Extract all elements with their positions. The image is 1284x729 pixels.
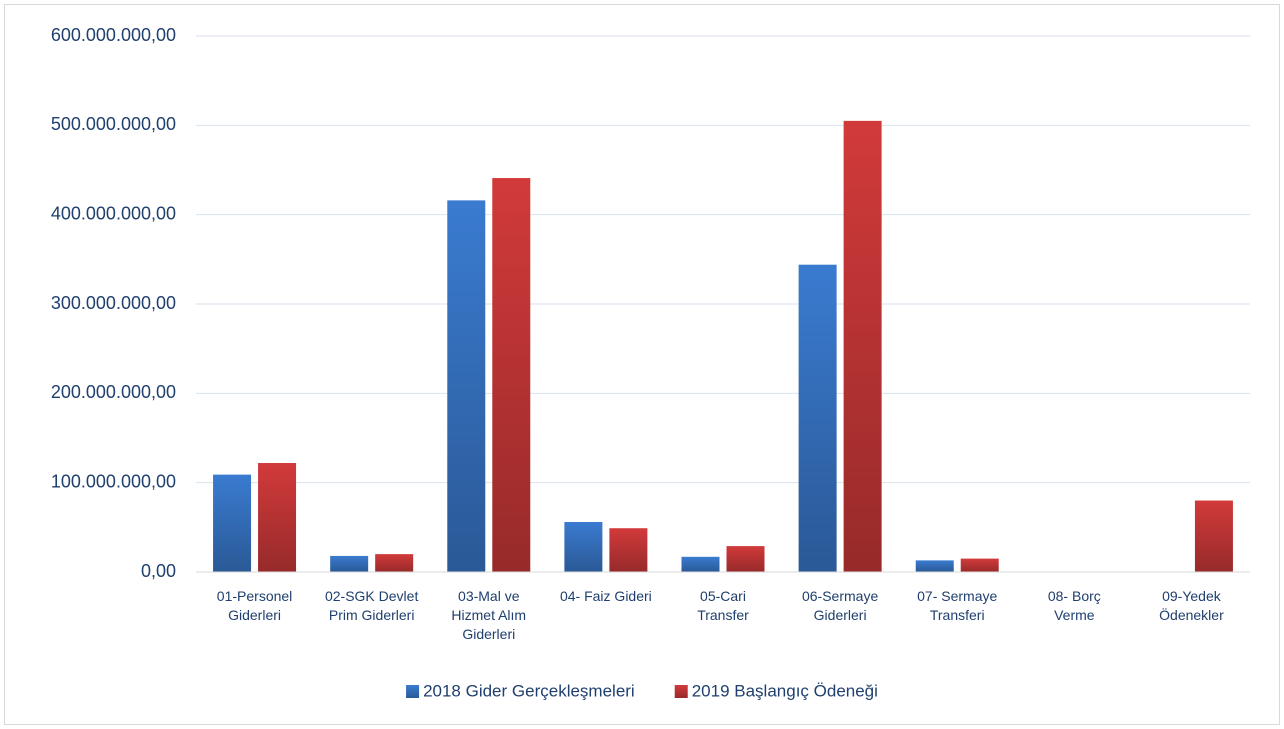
bar — [213, 474, 252, 572]
y-tick-label: 200.000.000,00 — [51, 382, 176, 402]
bar — [492, 178, 531, 573]
chart-border — [4, 4, 1280, 725]
bar — [726, 546, 765, 572]
bar — [609, 528, 648, 572]
x-tick-label: 04- Faiz Gideri — [560, 588, 652, 604]
y-tick-label: 400.000.000,00 — [51, 203, 176, 223]
x-tick-label: 05-Cari Transfer — [697, 588, 749, 623]
legend-label: 2019 Başlangıç Ödeneği — [692, 681, 878, 700]
legend-label: 2018 Gider Gerçekleşmeleri — [423, 681, 635, 700]
x-tick-label: 08- Borç Verme — [1048, 588, 1101, 623]
y-tick-label: 0,00 — [141, 561, 176, 581]
bar — [330, 555, 369, 572]
bar — [258, 463, 297, 572]
legend-swatch — [674, 685, 688, 698]
x-tick-label: 02-SGK Devlet Prim Giderleri — [325, 588, 418, 623]
bar — [960, 558, 999, 572]
x-tick-label: 06-Sermaye Giderleri — [802, 588, 878, 623]
legend-swatch — [406, 685, 420, 698]
y-tick-label: 300.000.000,00 — [51, 293, 176, 313]
y-tick-label: 100.000.000,00 — [51, 471, 176, 491]
x-tick-label: 07- Sermaye Transferi — [917, 588, 997, 623]
bar — [915, 560, 954, 572]
bar — [564, 521, 603, 572]
bar — [447, 200, 486, 572]
x-tick-label: 03-Mal ve Hizmet Alım Giderleri — [451, 588, 526, 642]
x-tick-label: 01-Personel Giderleri — [217, 588, 293, 623]
bar — [375, 554, 414, 572]
y-tick-label: 500.000.000,00 — [51, 114, 176, 134]
y-tick-label: 600.000.000,00 — [51, 25, 176, 45]
bar — [681, 556, 720, 572]
bar — [798, 264, 837, 572]
bar — [843, 120, 882, 572]
bar — [1194, 500, 1233, 572]
x-tick-label: 09-Yedek Ödenekler — [1159, 588, 1224, 623]
